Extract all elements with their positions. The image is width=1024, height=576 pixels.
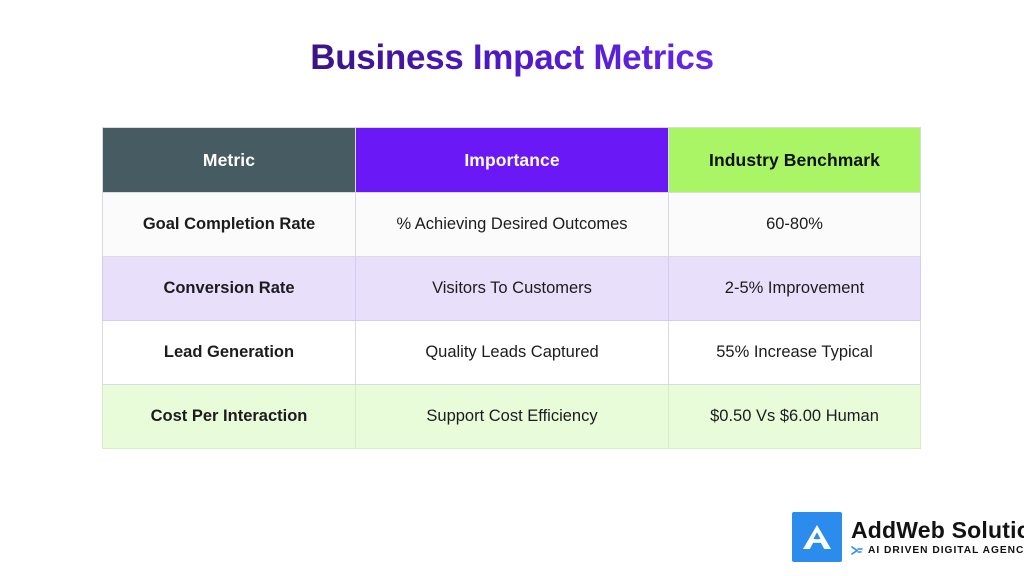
table-row: Cost Per Interaction Support Cost Effici… — [102, 384, 921, 449]
cell-benchmark: 55% Increase Typical — [668, 320, 921, 385]
brand-logo: AddWeb Solution AI DRIVEN DIGITAL AGENCY — [792, 512, 1024, 562]
table-row: Conversion Rate Visitors To Customers 2-… — [102, 256, 921, 321]
cell-metric: Cost Per Interaction — [102, 384, 356, 449]
addweb-a-mark-icon — [792, 512, 842, 562]
table-body: Goal Completion Rate % Achieving Desired… — [102, 192, 921, 449]
business-impact-metrics-table: Metric Importance Industry Benchmark Goa… — [102, 127, 921, 449]
cell-importance: Quality Leads Captured — [355, 320, 669, 385]
table-header: Metric Importance Industry Benchmark — [102, 127, 921, 193]
cell-benchmark: 2-5% Improvement — [668, 256, 921, 321]
cell-benchmark: 60-80% — [668, 192, 921, 257]
logo-name: AddWeb Solution — [851, 516, 1024, 543]
logo-tagline-row: AI DRIVEN DIGITAL AGENCY — [851, 545, 1024, 556]
column-header-industry-benchmark: Industry Benchmark — [668, 127, 921, 193]
table-row: Lead Generation Quality Leads Captured 5… — [102, 320, 921, 385]
chevron-right-icon — [851, 546, 863, 555]
table-header-row: Metric Importance Industry Benchmark — [102, 127, 921, 193]
cell-importance: % Achieving Desired Outcomes — [355, 192, 669, 257]
cell-metric: Goal Completion Rate — [102, 192, 356, 257]
table-row: Goal Completion Rate % Achieving Desired… — [102, 192, 921, 257]
page-title: Business Impact Metrics — [0, 38, 1024, 78]
cell-benchmark: $0.50 Vs $6.00 Human — [668, 384, 921, 449]
cell-metric: Conversion Rate — [102, 256, 356, 321]
logo-tagline: AI DRIVEN DIGITAL AGENCY — [868, 545, 1024, 557]
column-header-importance: Importance — [355, 127, 669, 193]
column-header-metric: Metric — [102, 127, 356, 193]
cell-metric: Lead Generation — [102, 320, 356, 385]
cell-importance: Visitors To Customers — [355, 256, 669, 321]
cell-importance: Support Cost Efficiency — [355, 384, 669, 449]
logo-text: AddWeb Solution AI DRIVEN DIGITAL AGENCY — [851, 516, 1024, 556]
